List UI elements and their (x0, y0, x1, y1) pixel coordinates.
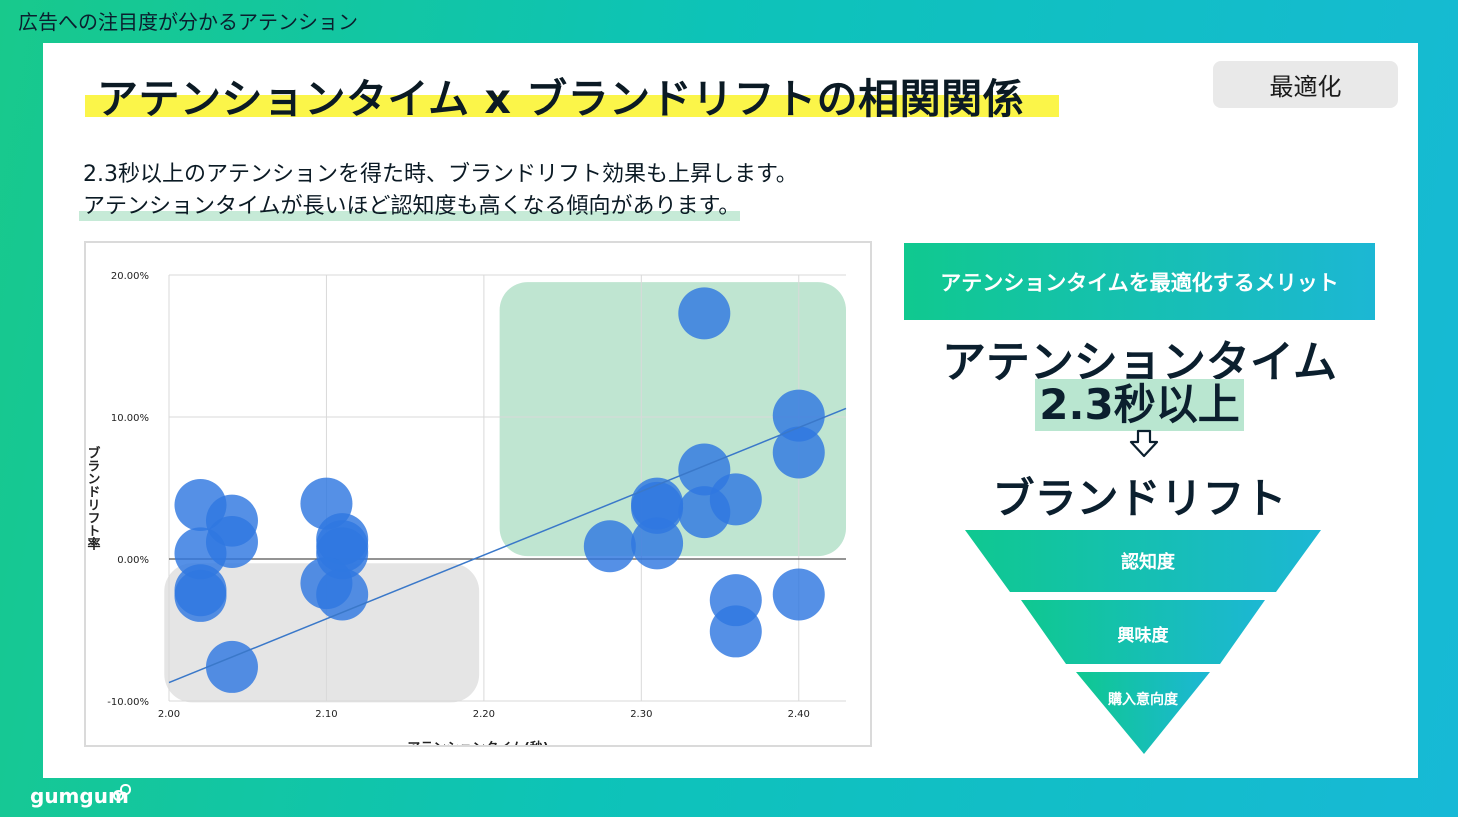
funnel-level-awareness (965, 530, 1321, 592)
data-point (583, 520, 636, 573)
data-point (678, 287, 731, 340)
funnel-label-awareness: 認知度 (1121, 551, 1176, 573)
title-highlight (85, 95, 1059, 117)
logo-mark-icon (113, 784, 131, 801)
data-point (772, 389, 825, 442)
page-title: アテンションタイム x ブランドリフトの相関関係 (97, 75, 1025, 123)
funnel-level-interest (1021, 600, 1265, 664)
down-arrow-icon (1129, 429, 1159, 458)
description: 2.3秒以上のアテンションを得た時、ブランドリフト効果も上昇します。 アテンショ… (79, 159, 798, 223)
data-point (205, 515, 258, 568)
trend-line (168, 407, 847, 684)
x-tick-label: 2.30 (630, 709, 652, 720)
data-point (174, 569, 227, 622)
optimization-badge: 最適化 (1213, 61, 1398, 108)
description-line-2: アテンションタイムが長いほど認知度も高くなる傾向があります。 (83, 194, 741, 219)
section-label: 広告への注目度が分かるアテンション (18, 10, 358, 34)
highlight-region (499, 282, 846, 557)
scatter-chart-svg: 2.00 2.10 2.20 2.30 2.40 20.00% 10.00% 0.00% -10… (86, 271, 847, 745)
y-axis-label: ブランドリフト率 (86, 445, 100, 551)
merit-banner: アテンションタイムを最適化するメリット (904, 243, 1375, 320)
funnel-label-interest: 興味度 (1118, 625, 1170, 646)
data-point (772, 426, 825, 479)
headline-seconds: 2.3秒以上 (1035, 379, 1244, 431)
data-point (631, 517, 684, 570)
y-tick-label: 10.00% (111, 413, 149, 424)
description-underline (79, 211, 741, 221)
headline-brand-lift: ブランドリフト (992, 474, 1287, 523)
funnel-level-purchase (1076, 672, 1210, 754)
data-point (678, 486, 731, 539)
x-tick-label: 2.20 (473, 709, 495, 720)
data-point (205, 640, 258, 693)
description-line-1: 2.3秒以上のアテンションを得た時、ブランドリフト効果も上昇します。 (83, 162, 798, 187)
description-line-2-wrap: アテンションタイムが長いほど認知度も高くなる傾向があります。 (79, 191, 741, 223)
x-axis-label: アテンションタイム(秒) (407, 740, 549, 745)
scatter-chart: 2.00 2.10 2.20 2.30 2.40 20.00% 10.00% 0.00% -10… (84, 241, 872, 747)
data-point (772, 568, 825, 621)
y-tick-label: -10.00% (107, 697, 149, 708)
y-tick-label: 0.00% (117, 555, 149, 566)
headline-seconds-wrap: 2.3秒以上 (904, 379, 1375, 431)
funnel-label-purchase: 購入意向度 (1107, 691, 1179, 708)
x-tick-label: 2.00 (158, 709, 180, 720)
data-point (709, 605, 762, 658)
x-tick-label: 2.40 (788, 709, 810, 720)
funnel-diagram: 認知度 興味度 購入意向度 (965, 530, 1321, 754)
gumgum-logo: gumgum (30, 784, 129, 808)
y-tick-label: 20.00% (111, 271, 149, 282)
x-tick-label: 2.10 (315, 709, 337, 720)
slide: アテンションタイム x ブランドリフトの相関関係 最適化 2.3秒以上のアテンシ… (43, 43, 1418, 778)
